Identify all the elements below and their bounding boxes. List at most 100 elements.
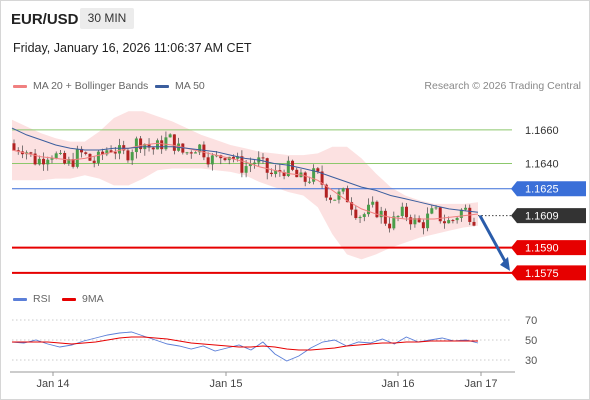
candle-body [472, 221, 476, 226]
candle-body [434, 207, 438, 209]
candle-body [464, 207, 468, 210]
candle-body [160, 140, 164, 150]
ma20-swatch [13, 84, 27, 88]
candle-body [253, 162, 257, 165]
candle-body [295, 169, 299, 178]
candle-body [269, 172, 273, 175]
level-label-1.1609: 1.1609 [525, 211, 559, 223]
candle-body [223, 158, 227, 161]
candle-body [122, 145, 126, 151]
candle-body [37, 158, 41, 165]
candle-body [105, 150, 109, 155]
candle-body [337, 191, 341, 200]
candle-body [155, 140, 159, 150]
legend-ma50-label: MA 50 [175, 80, 205, 92]
level-label-1.1575: 1.1575 [525, 268, 559, 280]
candle-body [63, 152, 67, 164]
candle-body [409, 217, 413, 225]
candle-body [240, 156, 244, 173]
legend-ma20: MA 20 + Bollinger Bands [13, 80, 148, 92]
legend-ma20-label: MA 20 + Bollinger Bands [33, 80, 149, 92]
level-tag-1.1575 [511, 265, 586, 281]
candle-body [447, 220, 451, 224]
chart-datetime: Friday, January 16, 2026 11:06:37 AM CET [13, 41, 252, 55]
rsi-panel: 70 50 30 [11, 315, 537, 367]
candle-body [404, 206, 408, 218]
ma9-swatch [62, 297, 76, 301]
x-tick-label: Jan 14 [36, 378, 69, 390]
projection-arrow [478, 214, 509, 266]
ma50-line [11, 127, 479, 213]
candle-body [33, 153, 37, 165]
candle-body [96, 151, 100, 163]
research-credit: Research © 2026 Trading Central [424, 80, 581, 92]
legend-ma50: MA 50 [155, 80, 205, 92]
candle-body [324, 184, 328, 198]
candle-body [130, 152, 134, 161]
rsi-tick-50: 50 [525, 335, 537, 347]
bollinger-band [12, 111, 478, 260]
candle-body [46, 159, 50, 165]
candle-body [333, 199, 337, 201]
candle-body [438, 207, 442, 222]
candle-body [29, 152, 33, 154]
candle-body [392, 216, 396, 229]
rsi-swatch [13, 297, 27, 301]
candle-body [442, 221, 446, 224]
candle-body [71, 159, 75, 167]
candle-body [421, 222, 425, 229]
candle-body [413, 218, 417, 225]
candle-body [198, 144, 202, 153]
candle-body [126, 150, 130, 161]
candle-body [80, 148, 84, 153]
candle-body [75, 148, 79, 167]
x-tick-label: Jan 17 [464, 378, 497, 390]
legend-rsi: RSI [13, 293, 51, 305]
candle-body [354, 209, 358, 219]
candle-body [67, 159, 71, 164]
timeframe-button[interactable]: 30 MIN [80, 8, 134, 29]
candle-body [282, 172, 286, 177]
candle-body [185, 152, 189, 154]
level-tag-1.1625 [511, 181, 586, 197]
candle-body [118, 145, 122, 154]
candle-body [236, 156, 240, 159]
candle-body [286, 160, 290, 177]
candle-body [400, 206, 404, 217]
candle-body [210, 155, 214, 165]
candle-body [379, 210, 383, 218]
price-tags-layer: 1.1660 1.1640 1.1625 1.1609 1.1590 1.1575 [511, 125, 586, 281]
level-tag-1.1590 [511, 240, 586, 256]
candle-body [172, 134, 176, 151]
legend-rsi-label: RSI [33, 293, 51, 305]
candle-body [371, 201, 375, 205]
candle-body [261, 157, 265, 159]
candle-body [215, 155, 219, 157]
moving-averages-layer [11, 127, 510, 271]
candle-body [168, 134, 172, 138]
candle-body [50, 158, 54, 160]
candle-body [358, 216, 362, 219]
candle-body [312, 168, 316, 182]
candle-body [345, 188, 349, 203]
ma50-swatch [155, 84, 169, 88]
candle-body [206, 157, 210, 165]
candle-body [307, 181, 311, 183]
candle-body [274, 170, 278, 175]
candle-body [202, 144, 206, 158]
rsi-ma-line [12, 336, 478, 351]
x-axis: Jan 14 Jan 15 Jan 16 Jan 17 [10, 371, 515, 390]
level-label-1.1590: 1.1590 [525, 243, 559, 255]
candle-body [396, 216, 400, 218]
legend-9ma-label: 9MA [82, 293, 104, 305]
candle-body [189, 152, 193, 154]
candle-body [139, 138, 143, 150]
candle-body [303, 172, 307, 182]
candles-layer [12, 131, 476, 235]
candle-body [291, 160, 295, 170]
candle-body [341, 188, 345, 192]
rsi-tick-30: 30 [525, 355, 537, 367]
candle-body [16, 150, 20, 152]
candle-body [84, 152, 88, 154]
